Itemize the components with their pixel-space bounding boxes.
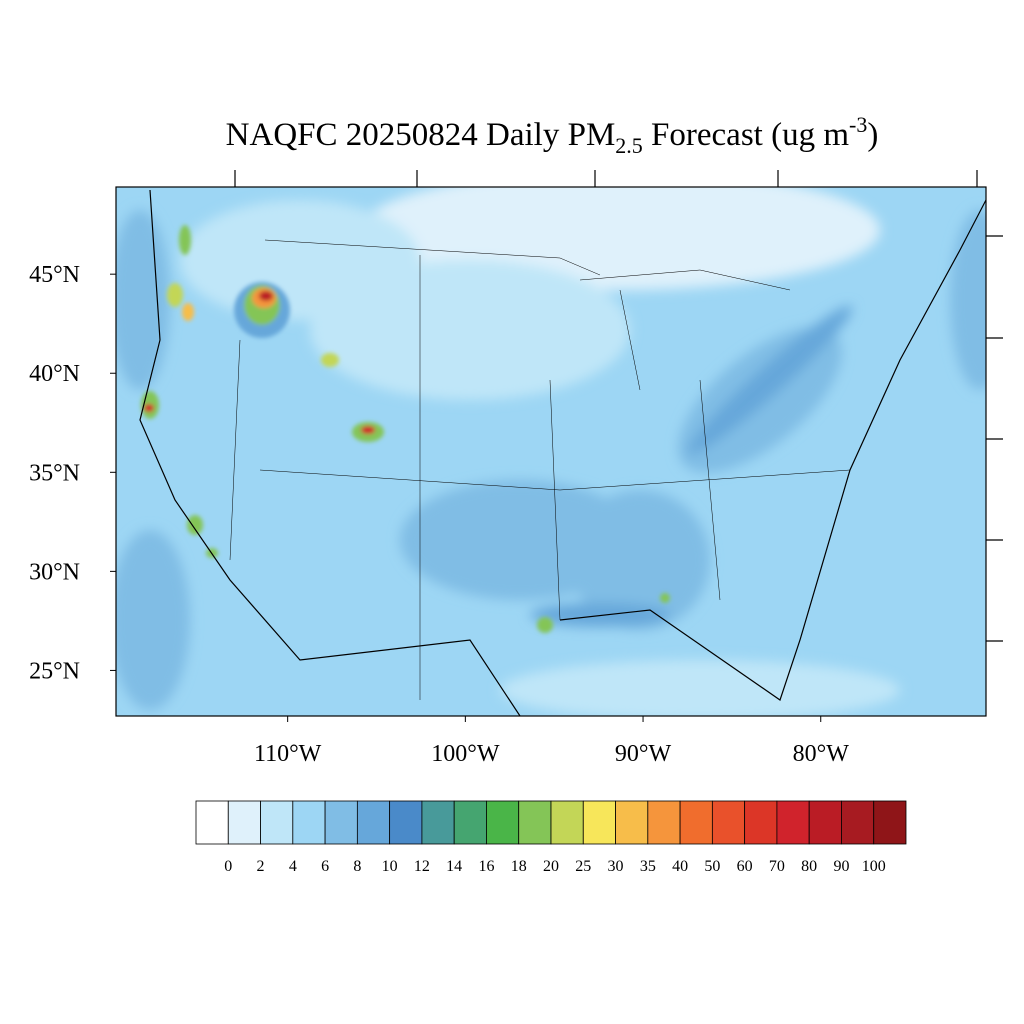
colorbar-box [711, 800, 746, 845]
colorbar-box [808, 800, 842, 845]
colorbar-box [550, 800, 584, 845]
colorbar-label: 16 [478, 858, 494, 875]
colorbar-box [389, 800, 423, 845]
frame-ticks [234, 170, 1003, 642]
colorbar-label: 80 [801, 858, 817, 875]
colorbar-box [647, 800, 681, 845]
colorbar-box [292, 800, 326, 845]
colorbar-label: 20 [543, 858, 559, 875]
colorbar-box [421, 800, 455, 845]
colorbar-label: 18 [511, 858, 527, 875]
colorbar-box [518, 800, 552, 845]
colorbar-label: 14 [446, 858, 462, 875]
title-sup: -3 [849, 112, 867, 137]
lat-label: 35°N [29, 460, 80, 486]
title-sub: 2.5 [615, 133, 643, 158]
colorbar-box [873, 800, 907, 845]
title-main: NAQFC 20250824 Daily PM [226, 117, 616, 153]
colorbar-label: 60 [737, 858, 753, 875]
colorbar-box [260, 800, 294, 845]
map-field [116, 187, 986, 716]
colorbar: 0 2 4 6 8 10 12 14 16 18 20 25 30 35 40 50 60 70 80 90 100 [195, 800, 907, 875]
lon-label: 100°W [431, 741, 500, 767]
colorbar-label: 35 [640, 858, 656, 875]
colorbar-box [615, 800, 649, 845]
colorbar-box [453, 800, 487, 845]
title-end: ) [867, 117, 878, 153]
lon-label: 110°W [254, 741, 322, 767]
colorbar-label: 10 [382, 858, 398, 875]
colorbar-label: 4 [289, 858, 297, 875]
colorbar-box [227, 800, 261, 845]
colorbar-label: 40 [672, 858, 688, 875]
colorbar-box [744, 800, 778, 845]
colorbar-box [486, 800, 520, 845]
lon-label: 80°W [793, 741, 850, 767]
colorbar-box [356, 800, 391, 845]
title-middle: Forecast (ug m [643, 117, 850, 153]
lat-label: 45°N [29, 262, 80, 288]
colorbar-box [582, 800, 616, 845]
colorbar-box [776, 800, 810, 845]
colorbar-label: 70 [769, 858, 785, 875]
lon-label: 90°W [615, 741, 672, 767]
colorbar-label: 50 [704, 858, 720, 875]
colorbar-label: 2 [257, 858, 265, 875]
colorbar-label: 6 [321, 858, 329, 875]
lat-label: 25°N [29, 658, 80, 684]
colorbar-label: 25 [575, 858, 591, 875]
colorbar-box [679, 800, 713, 845]
colorbar-box [324, 800, 358, 845]
colorbar-label: 30 [608, 858, 624, 875]
colorbar-label: 8 [353, 858, 361, 875]
colorbar-label: 100 [862, 858, 886, 875]
title: NAQFC 20250824 Daily PM2.5 Forecast (ug … [226, 112, 879, 158]
lat-label: 40°N [29, 361, 80, 387]
colorbar-label: 90 [833, 858, 849, 875]
map-frame [115, 186, 987, 717]
colorbar-label: 12 [414, 858, 430, 875]
colorbar-label: 0 [224, 858, 232, 875]
colorbar-box [195, 800, 229, 845]
lat-label: 30°N [29, 559, 80, 585]
colorbar-box [841, 800, 875, 845]
